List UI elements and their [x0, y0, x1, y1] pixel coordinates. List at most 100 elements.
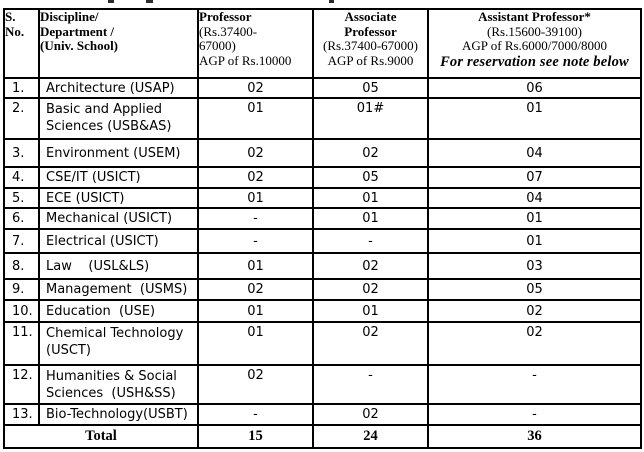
- assistant-count-cell: 04: [427, 187, 642, 209]
- assistant-count-cell: 05: [427, 278, 642, 301]
- discipline-cell: Education (USE): [38, 299, 199, 323]
- professor-count-cell: 01: [197, 299, 314, 323]
- table-body: 1. Architecture (USAP) 02 05 06 2. Basic and A…: [3, 77, 642, 426]
- sno-cell: 5.: [3, 187, 40, 209]
- header-associate-title: Professor: [344, 23, 397, 39]
- sno-cell: 2.: [3, 97, 40, 140]
- assistant-count-cell: 07: [427, 166, 642, 189]
- header-sno-line: No.: [5, 23, 25, 39]
- table-row: 3. Environment (USEM) 02 02 04: [3, 138, 642, 168]
- sno-cell: 12.: [3, 364, 40, 405]
- associate-count-cell: -: [312, 364, 429, 405]
- total-associate-cell: 24: [312, 424, 429, 449]
- total-label-cell: Total: [3, 424, 199, 449]
- table-row: 1. Architecture (USAP) 02 05 06: [3, 77, 642, 99]
- discipline-line: Basic and Applied: [46, 102, 163, 117]
- sno-cell: 4.: [3, 166, 40, 189]
- discipline-cell: ECE (USICT): [38, 187, 199, 209]
- professor-count-cell: 02: [197, 364, 314, 405]
- assistant-count-cell: 01: [427, 228, 642, 254]
- sno-cell: 8.: [3, 252, 40, 280]
- professor-count-cell: 01: [197, 97, 314, 140]
- discipline-line: Sciences (USH&SS): [46, 386, 176, 401]
- header-professor-payscale: 67000): [199, 38, 236, 53]
- associate-count-cell: -: [312, 228, 429, 254]
- assistant-count-cell: -: [427, 364, 642, 405]
- professor-count-cell: 01: [197, 187, 314, 209]
- assistant-count-cell: 04: [427, 138, 642, 168]
- clipped-text-remnant: [329, 0, 334, 3]
- professor-count-cell: -: [197, 403, 314, 426]
- header-sno: S. No.: [3, 8, 40, 79]
- discipline-line: Chemical Technology: [46, 326, 184, 341]
- table-row: 11. Chemical Technology (USCT) 01 02 02: [3, 321, 642, 366]
- discipline-line: Law (USL&LS): [46, 258, 150, 274]
- discipline-cell: Law (USL&LS): [38, 252, 199, 280]
- discipline-line: CSE/IT (USICT): [46, 170, 141, 185]
- professor-count-cell: -: [197, 228, 314, 254]
- sno-cell: 6.: [3, 207, 40, 230]
- table-row: 8. Law (USL&LS) 01 02 03: [3, 252, 642, 280]
- professor-count-cell: -: [197, 207, 314, 230]
- sno-cell: 11.: [3, 321, 40, 366]
- sno-cell: 1.: [3, 77, 40, 99]
- total-assistant-cell: 36: [427, 424, 642, 449]
- sno-cell: 10.: [3, 299, 40, 323]
- header-row: S. No. Discipline/ Department / (Univ. S…: [3, 8, 642, 79]
- associate-count-cell: 02: [312, 403, 429, 426]
- header-discipline-line: Discipline/: [40, 9, 99, 24]
- associate-count-cell: 05: [312, 166, 429, 189]
- total-professor-cell: 15: [197, 424, 314, 449]
- assistant-count-cell: 06: [427, 77, 642, 99]
- discipline-line: Management (USMS): [46, 282, 188, 297]
- assistant-count-cell: 03: [427, 252, 642, 280]
- associate-count-cell: 01: [312, 207, 429, 230]
- sno-cell: 13.: [3, 403, 40, 426]
- discipline-line: Bio-Technology(USBT): [46, 407, 188, 422]
- professor-count-cell: 01: [197, 252, 314, 280]
- table-row: 9. Management (USMS) 02 02 05: [3, 278, 642, 301]
- table-row: 13. Bio-Technology(USBT) -02-: [3, 403, 642, 426]
- discipline-line: Sciences (USB&AS): [46, 119, 172, 134]
- discipline-cell: Chemical Technology (USCT): [38, 321, 199, 366]
- discipline-line: Humanities & Social: [46, 369, 177, 384]
- discipline-line: Mechanical (USICT): [46, 211, 173, 226]
- header-associate-agp: AGP of Rs.9000: [327, 52, 414, 68]
- header-sno-line: S.: [5, 9, 16, 24]
- header-discipline-line: Department /: [40, 23, 115, 39]
- sno-cell: 3.: [3, 138, 40, 168]
- vacancy-table: S. No. Discipline/ Department / (Univ. S…: [3, 8, 642, 449]
- associate-count-cell: 02: [312, 321, 429, 366]
- discipline-cell: CSE/IT (USICT): [38, 166, 199, 189]
- header-professor: Professor (Rs.37400- 67000) AGP of Rs.10…: [197, 8, 314, 79]
- discipline-cell: Mechanical (USICT): [38, 207, 199, 230]
- assistant-count-cell: 01: [427, 207, 642, 230]
- discipline-line: (USCT): [46, 343, 91, 358]
- header-assistant-professor: Assistant Professor* (Rs.15600-39100) AG…: [427, 8, 642, 79]
- associate-count-cell: 01#: [312, 97, 429, 140]
- professor-count-cell: 02: [197, 138, 314, 168]
- assistant-count-cell: 02: [427, 321, 642, 366]
- header-associate-payscale: (Rs.37400-67000): [323, 38, 418, 53]
- discipline-cell: Architecture (USAP): [38, 77, 199, 99]
- discipline-line: Architecture (USAP): [46, 80, 175, 96]
- reservation-note: For reservation see note below: [440, 53, 629, 70]
- discipline-line: Electrical (USICT): [46, 233, 159, 249]
- sno-cell: 9.: [3, 278, 40, 301]
- table-row: 5. ECE (USICT) 01 01 04: [3, 187, 642, 209]
- assistant-count-cell: 02: [427, 299, 642, 323]
- discipline-line: ECE (USICT): [46, 190, 125, 206]
- header-assistant-agp: AGP of Rs.6000/7000/8000: [461, 38, 608, 53]
- discipline-cell: Basic and Applied Sciences (USB&AS): [38, 97, 199, 140]
- table-footer: Total 15 24 36: [3, 424, 642, 449]
- table-row: 7. Electrical (USICT) - -01: [3, 228, 642, 254]
- header-associate-professor: Associate Professor (Rs.37400-67000) AGP…: [312, 8, 429, 79]
- header-assistant-payscale: (Rs.15600-39100): [487, 23, 582, 39]
- associate-count-cell: 01: [312, 299, 429, 323]
- table-row: 6. Mechanical (USICT) -01 01: [3, 207, 642, 230]
- header-discipline: Discipline/ Department / (Univ. School): [38, 8, 199, 79]
- associate-count-cell: 02: [312, 138, 429, 168]
- sno-cell: 7.: [3, 228, 40, 254]
- table-row: 2. Basic and Applied Sciences (USB&AS) 01 01…: [3, 97, 642, 140]
